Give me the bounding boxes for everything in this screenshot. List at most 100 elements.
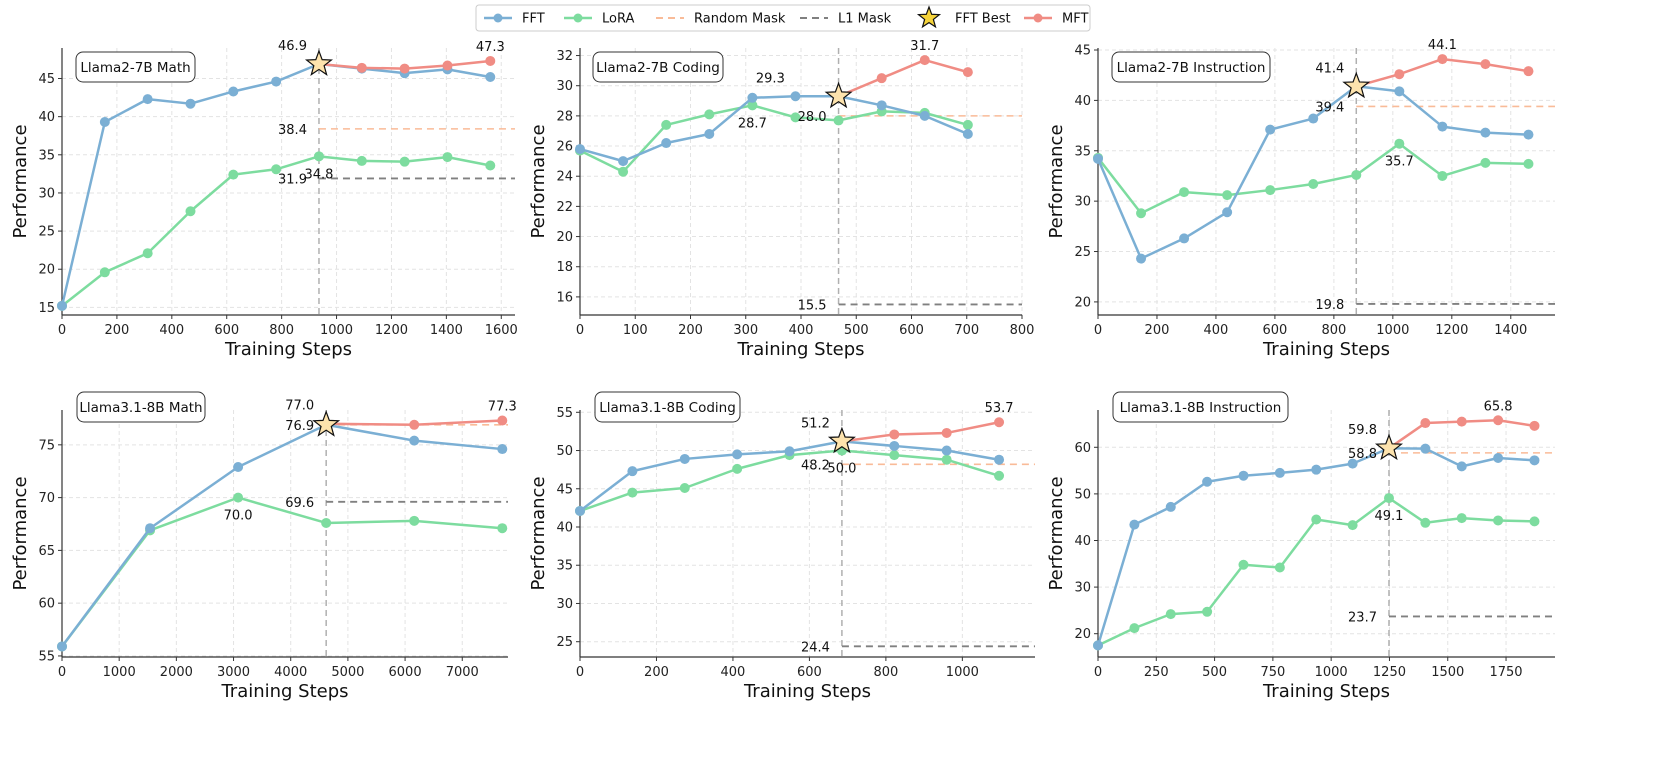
series-lora xyxy=(1093,493,1540,651)
data-point-lora xyxy=(142,248,153,259)
data-annotation: 31.7 xyxy=(910,39,939,54)
y-tick-label: 20 xyxy=(1074,295,1091,310)
x-tick-label: 1000 xyxy=(1376,323,1409,338)
grid xyxy=(1097,410,1555,657)
data-annotation: 47.3 xyxy=(476,40,505,55)
panel-title: Llama2-7B Instruction xyxy=(1117,60,1266,76)
subplot-llama3-1-8b-math: 0 1000 2000 3000 4000 5000 6000 7000 55 60 65 70 75 T… xyxy=(10,391,517,702)
y-tick-label: 25 xyxy=(1074,245,1091,260)
y-tick-label: 70 xyxy=(38,491,55,506)
y-tick-label: 45 xyxy=(1074,44,1091,59)
data-point-fft xyxy=(790,91,801,102)
data-point-fft xyxy=(1456,461,1467,472)
legend-box xyxy=(475,4,1091,32)
x-tick-label: 250 xyxy=(1144,665,1169,680)
data-point-fft xyxy=(919,110,930,121)
x-tick-label: 1750 xyxy=(1489,665,1522,680)
series-lora xyxy=(57,151,496,311)
data-point-mft xyxy=(1437,54,1448,65)
data-annotation: 39.4 xyxy=(1315,100,1344,115)
data-point-lora xyxy=(747,100,758,111)
series-fft xyxy=(1093,81,1534,264)
data-point-lora xyxy=(1420,517,1431,528)
grid xyxy=(61,410,508,657)
data-annotation: 29.3 xyxy=(756,71,785,86)
data-point-fft xyxy=(575,144,585,155)
subplot-llama3-1-8b-coding: 0 200 400 600 800 1000 25 30 35 40 45 50 55 Training … xyxy=(528,391,1035,702)
x-tick-label: 0 xyxy=(576,665,584,680)
x-tick-label: 200 xyxy=(678,323,703,338)
data-point-mft xyxy=(919,55,930,66)
data-annotation: 35.7 xyxy=(1385,155,1414,170)
data-point-lora xyxy=(732,463,743,474)
data-point-mft xyxy=(1420,418,1431,429)
x-tick-label: 0 xyxy=(576,323,584,338)
data-point-fft xyxy=(962,128,973,139)
y-axis-title: Performance xyxy=(1046,124,1067,238)
x-tick-label: 1000 xyxy=(1315,665,1348,680)
legend-marker-icon xyxy=(1033,13,1043,23)
y-tick-label: 75 xyxy=(38,438,55,453)
x-tick-label: 1000 xyxy=(320,323,353,338)
data-annotation: 70.0 xyxy=(224,509,253,524)
series-fft xyxy=(575,436,1005,516)
data-point-fft xyxy=(1093,153,1103,164)
series-mft xyxy=(838,55,973,98)
legend-marker-icon xyxy=(493,13,503,23)
legend-item-l1-mask: L1 Mask xyxy=(800,12,892,27)
data-point-lora xyxy=(399,156,410,167)
legend-item-random-mask: Random Mask xyxy=(656,12,786,27)
data-point-lora xyxy=(1529,516,1540,527)
x-tick-label: 400 xyxy=(789,323,814,338)
data-annotation: 19.8 xyxy=(1315,298,1344,313)
data-point-mft xyxy=(1493,415,1504,426)
data-point-mft xyxy=(1523,66,1534,77)
data-point-mft xyxy=(485,55,496,66)
star-icon xyxy=(916,5,942,29)
data-point-lora xyxy=(99,267,110,278)
data-point-fft xyxy=(732,449,743,460)
data-annotation: 69.6 xyxy=(285,496,314,511)
series-line-fft xyxy=(579,95,969,163)
series-lora xyxy=(1093,138,1534,219)
series-line-mft xyxy=(838,58,969,98)
data-point-fft xyxy=(618,156,629,167)
x-tick-label: 3000 xyxy=(217,665,250,680)
x-tick-label: 800 xyxy=(1321,323,1346,338)
data-point-lora xyxy=(485,160,496,171)
data-annotation: 34.8 xyxy=(304,167,333,182)
data-point-lora xyxy=(409,515,420,526)
y-tick-label: 15 xyxy=(38,301,55,316)
x-tick-label: 0 xyxy=(58,665,66,680)
series-mft xyxy=(1355,54,1534,88)
data-point-mft xyxy=(876,73,887,84)
x-tick-label: 1600 xyxy=(485,323,518,338)
x-tick-label: 0 xyxy=(1094,323,1102,338)
panel-title: Llama3.1-8B Coding xyxy=(599,400,736,416)
data-point-fft xyxy=(145,523,156,534)
series-line-lora xyxy=(61,496,503,648)
data-point-fft xyxy=(409,435,420,446)
data-point-fft xyxy=(57,641,67,652)
data-point-lora xyxy=(1265,185,1276,196)
panel-title-box xyxy=(1111,51,1271,83)
data-point-fft xyxy=(142,94,153,105)
x-tick-label: 400 xyxy=(1204,323,1229,338)
data-annotation: 46.9 xyxy=(278,39,307,54)
data-point-mft xyxy=(1529,420,1540,431)
y-tick-label: 50 xyxy=(556,444,573,459)
x-tick-label: 700 xyxy=(954,323,979,338)
data-point-fft xyxy=(1394,86,1405,97)
series-line-lora xyxy=(1097,142,1529,215)
data-point-lora xyxy=(228,169,239,180)
data-point-fft xyxy=(575,505,585,516)
x-tick-label: 500 xyxy=(844,323,869,338)
x-tick-label: 1200 xyxy=(1435,323,1468,338)
legend-item-mft: MFT xyxy=(1024,12,1088,27)
x-tick-label: 600 xyxy=(899,323,924,338)
data-point-lora xyxy=(994,470,1005,481)
data-point-fft xyxy=(485,71,496,82)
data-point-lora xyxy=(1311,514,1322,525)
x-tick-label: 2000 xyxy=(160,665,193,680)
x-tick-label: 4000 xyxy=(274,665,307,680)
